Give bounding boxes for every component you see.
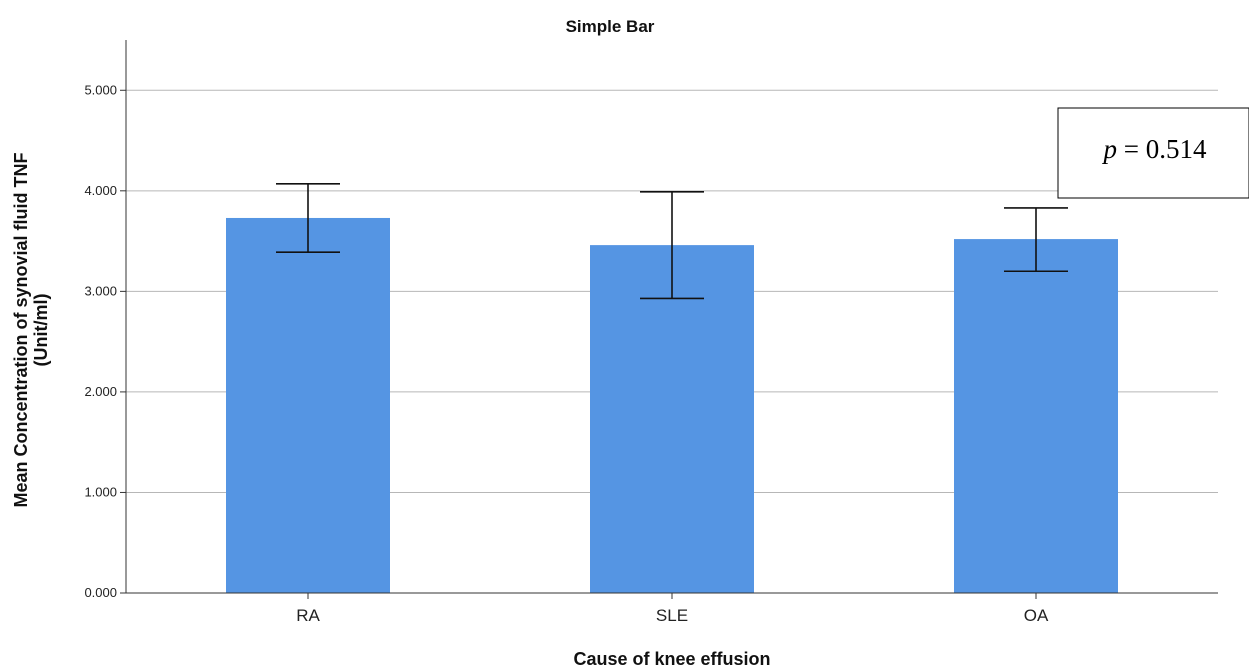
chart-title: Simple Bar bbox=[566, 17, 655, 36]
p-symbol: p bbox=[1102, 134, 1118, 164]
y-tick-label: 5.000 bbox=[84, 82, 117, 97]
y-axis-title-line1: Mean Concentration of synovial fluid TNF bbox=[11, 152, 31, 507]
y-tick-label: 3.000 bbox=[84, 283, 117, 298]
bars bbox=[226, 217, 1118, 593]
x-tick-label-sle: SLE bbox=[656, 606, 688, 625]
y-ticks: 0.000 1.000 2.000 3.000 4.000 5.000 bbox=[84, 82, 126, 600]
y-axis-title: Mean Concentration of synovial fluid TNF… bbox=[11, 152, 51, 507]
bar-oa bbox=[954, 239, 1118, 593]
x-tick-label-ra: RA bbox=[296, 606, 320, 625]
x-tick-labels: RA SLE OA bbox=[296, 593, 1049, 625]
x-axis-title: Cause of knee effusion bbox=[573, 649, 770, 669]
bar-ra bbox=[226, 217, 390, 593]
x-tick-label-oa: OA bbox=[1024, 606, 1049, 625]
p-value-box bbox=[1057, 107, 1249, 199]
p-value-annotation: p = 0.514 bbox=[1057, 107, 1249, 199]
y-axis-title-line2: (Unit/ml) bbox=[31, 294, 51, 367]
bar-sle bbox=[590, 245, 754, 593]
y-tick-label: 2.000 bbox=[84, 384, 117, 399]
y-tick-label: 0.000 bbox=[84, 585, 117, 600]
p-value-text: p = 0.514 bbox=[1102, 134, 1207, 164]
y-tick-label: 4.000 bbox=[84, 183, 117, 198]
y-tick-label: 1.000 bbox=[84, 484, 117, 499]
p-value: = 0.514 bbox=[1117, 134, 1207, 164]
error-bars bbox=[276, 182, 1068, 300]
